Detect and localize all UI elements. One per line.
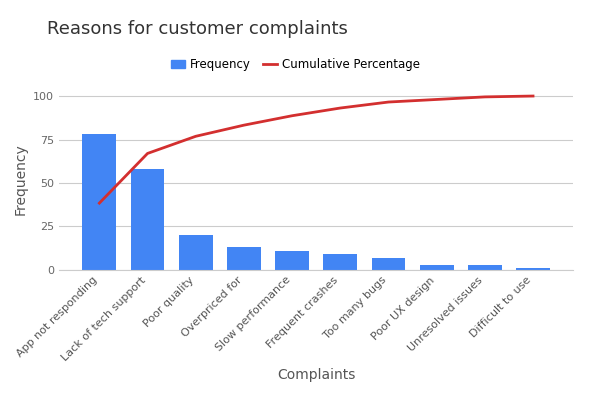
Bar xyxy=(323,254,357,270)
Legend: Frequency, Cumulative Percentage: Frequency, Cumulative Percentage xyxy=(167,54,424,76)
X-axis label: Complaints: Complaints xyxy=(277,368,355,382)
Bar xyxy=(468,265,502,270)
Bar xyxy=(131,169,164,270)
Bar xyxy=(372,258,405,270)
Bar xyxy=(516,268,550,270)
Bar xyxy=(83,134,116,270)
Bar xyxy=(420,265,453,270)
Y-axis label: Frequency: Frequency xyxy=(14,143,28,214)
Bar xyxy=(275,251,309,270)
Bar xyxy=(179,235,213,270)
Text: Reasons for customer complaints: Reasons for customer complaints xyxy=(47,20,348,38)
Bar xyxy=(227,247,261,270)
